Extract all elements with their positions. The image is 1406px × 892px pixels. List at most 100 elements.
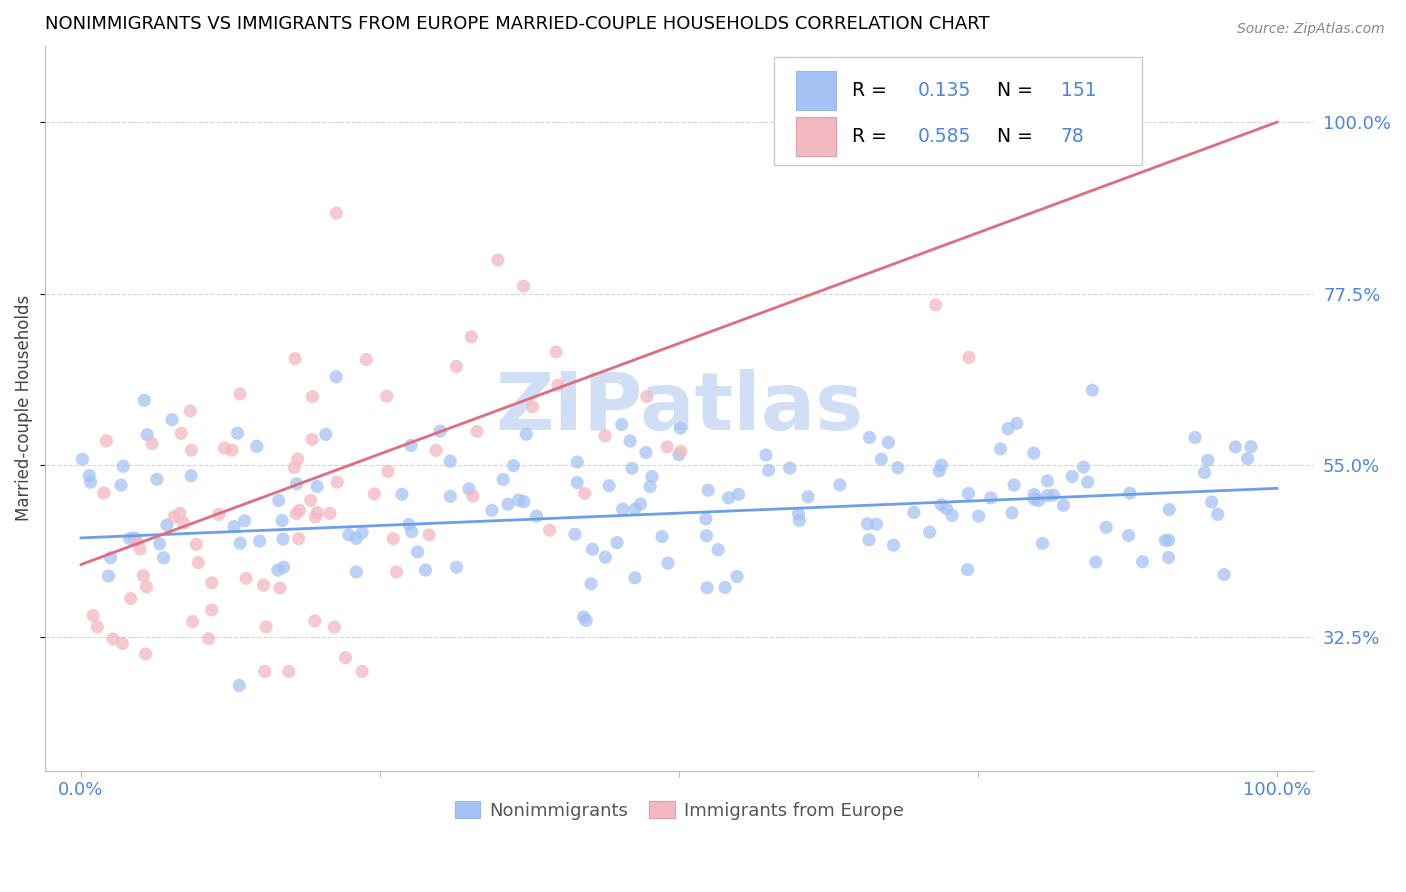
Point bbox=[1206, 508, 1229, 522]
Point bbox=[112, 459, 135, 474]
Point bbox=[636, 390, 658, 404]
Point bbox=[547, 378, 569, 392]
Point bbox=[1240, 440, 1263, 454]
Point bbox=[538, 523, 561, 537]
Point bbox=[755, 448, 778, 462]
Point bbox=[315, 427, 337, 442]
Point bbox=[97, 569, 120, 583]
Point bbox=[697, 483, 720, 498]
Point bbox=[593, 429, 616, 443]
Point bbox=[352, 525, 374, 540]
Point bbox=[522, 400, 544, 414]
Point bbox=[246, 439, 269, 453]
Point bbox=[1119, 486, 1142, 500]
Point bbox=[350, 665, 373, 679]
Point bbox=[564, 527, 586, 541]
Point bbox=[229, 387, 252, 401]
Point bbox=[287, 532, 309, 546]
Point bbox=[222, 519, 245, 533]
Point bbox=[1073, 460, 1095, 475]
Point bbox=[1031, 536, 1053, 550]
Point bbox=[285, 476, 308, 491]
Point bbox=[323, 620, 346, 634]
Point bbox=[273, 560, 295, 574]
Point bbox=[931, 498, 953, 512]
Point bbox=[288, 503, 311, 517]
Point bbox=[398, 517, 420, 532]
Point bbox=[651, 530, 673, 544]
Point bbox=[208, 508, 231, 522]
Point bbox=[1095, 520, 1118, 534]
Point bbox=[406, 545, 429, 559]
Point bbox=[146, 472, 169, 486]
Point bbox=[439, 454, 461, 468]
Point bbox=[574, 486, 596, 500]
Point bbox=[957, 351, 980, 365]
Point bbox=[714, 581, 737, 595]
Point bbox=[363, 487, 385, 501]
Point bbox=[377, 464, 399, 478]
Point bbox=[132, 568, 155, 582]
Point bbox=[356, 352, 378, 367]
Point bbox=[179, 404, 201, 418]
Point bbox=[229, 536, 252, 550]
Point bbox=[997, 422, 1019, 436]
Point bbox=[152, 550, 174, 565]
Point bbox=[1213, 567, 1236, 582]
Point bbox=[375, 389, 398, 403]
Point bbox=[512, 279, 534, 293]
Point bbox=[612, 502, 634, 516]
Point bbox=[307, 506, 329, 520]
Point bbox=[226, 426, 249, 441]
Bar bbox=[796, 117, 837, 155]
Point bbox=[598, 479, 620, 493]
Point bbox=[326, 475, 349, 490]
Point bbox=[346, 532, 368, 546]
Point bbox=[233, 514, 256, 528]
Text: 0.135: 0.135 bbox=[918, 81, 972, 100]
Point bbox=[918, 525, 941, 540]
Point bbox=[170, 426, 193, 441]
Point bbox=[446, 359, 468, 374]
Point bbox=[283, 460, 305, 475]
Point bbox=[271, 514, 294, 528]
Point bbox=[186, 537, 208, 551]
Point bbox=[136, 427, 159, 442]
Point bbox=[858, 533, 880, 547]
Point bbox=[924, 298, 946, 312]
Point bbox=[110, 478, 132, 492]
Point bbox=[695, 512, 717, 526]
Point bbox=[620, 461, 643, 475]
Point bbox=[201, 575, 224, 590]
Point bbox=[86, 620, 108, 634]
Point bbox=[72, 452, 94, 467]
Point bbox=[581, 542, 603, 557]
Point bbox=[391, 487, 413, 501]
Point bbox=[1024, 492, 1046, 507]
Text: 151: 151 bbox=[1062, 81, 1097, 100]
Point bbox=[515, 427, 537, 442]
Point bbox=[1194, 466, 1216, 480]
Point bbox=[299, 493, 322, 508]
Point bbox=[135, 580, 157, 594]
Point bbox=[337, 527, 360, 541]
Point bbox=[887, 460, 910, 475]
Point bbox=[624, 571, 647, 585]
Point bbox=[304, 510, 326, 524]
Point bbox=[134, 393, 156, 408]
Text: 78: 78 bbox=[1062, 127, 1084, 145]
Point bbox=[267, 493, 290, 508]
Point bbox=[526, 509, 548, 524]
Point bbox=[284, 351, 307, 366]
Point bbox=[883, 538, 905, 552]
Point bbox=[163, 509, 186, 524]
Point bbox=[865, 517, 887, 532]
Point bbox=[1197, 453, 1219, 467]
Point bbox=[277, 665, 299, 679]
Point bbox=[461, 489, 484, 503]
Point bbox=[1225, 440, 1247, 454]
Point bbox=[486, 252, 509, 267]
Text: 0.585: 0.585 bbox=[918, 127, 972, 145]
Point bbox=[707, 542, 730, 557]
Point bbox=[425, 443, 447, 458]
